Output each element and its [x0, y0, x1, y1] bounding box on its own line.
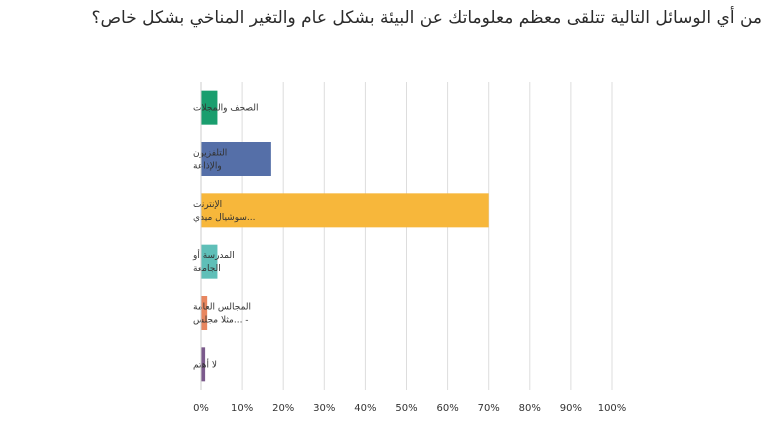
x-tick-label: 80% — [519, 403, 541, 414]
bar — [201, 296, 208, 330]
x-tick-label: 0% — [193, 403, 209, 414]
x-tick-label: 90% — [560, 403, 582, 414]
grid-lines — [241, 82, 613, 390]
category-label: المجالس العامة — [193, 303, 251, 313]
category-label: الجامعة — [193, 264, 221, 274]
bar — [201, 193, 489, 228]
category-label: المدرسة أو — [192, 249, 235, 261]
x-tick-label: 10% — [231, 403, 253, 414]
bar — [201, 244, 218, 279]
x-tick-label: 50% — [395, 403, 417, 414]
bars — [201, 90, 489, 382]
x-tick-label: 60% — [436, 403, 458, 414]
category-label: - ...مثلا مجلس — [193, 316, 249, 326]
category-label: التلفزيون — [193, 149, 227, 159]
x-tick-labels: 0% 10% 20% 30% 40% 50% 60% 70% 80% 90% 100% — [193, 403, 626, 414]
x-tick-label: 40% — [354, 403, 376, 414]
category-label: الصحف والمجلات — [193, 104, 258, 114]
category-label: لا أهتم — [193, 358, 217, 370]
chart-title: من أي الوسائل التالية تتلقى معظم معلومات… — [91, 8, 762, 28]
bar — [201, 90, 218, 125]
category-label: ...سوشيال ميدي — [193, 213, 255, 223]
x-tick-label: 70% — [478, 403, 500, 414]
category-label: والإذاعة — [193, 162, 222, 172]
category-labels: الصحف والمجلات التلفزيون والإذاعة الإنترنت.… — [192, 104, 258, 371]
bar — [201, 142, 271, 176]
category-label: الإنترنت — [193, 200, 222, 210]
x-tick-label: 100% — [598, 403, 627, 414]
bar — [201, 347, 206, 382]
x-tick-label: 30% — [313, 403, 335, 414]
x-tick-label: 20% — [272, 403, 294, 414]
